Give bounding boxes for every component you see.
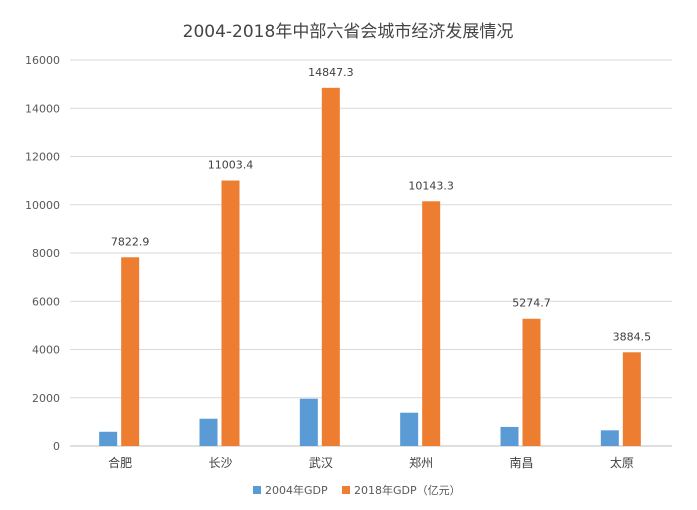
bar-2018 xyxy=(321,87,340,446)
x-category-label: 合肥 xyxy=(108,455,132,470)
bar-2004 xyxy=(400,412,419,446)
y-axis: 0 2000 4000 6000 8000 10000 12000 14000 16000 xyxy=(25,54,60,453)
bar-2004 xyxy=(199,418,218,446)
legend-swatch-2018 xyxy=(342,486,350,494)
x-category-label: 郑州 xyxy=(409,455,433,470)
data-label: 7822.9 xyxy=(111,235,150,248)
y-tick-label: 4000 xyxy=(32,344,60,357)
y-tick-label: 6000 xyxy=(32,295,60,308)
y-tick-label: 12000 xyxy=(25,151,60,164)
y-tick-label: 0 xyxy=(53,440,60,453)
bar-2018 xyxy=(422,201,441,446)
bar-2018 xyxy=(522,318,541,446)
chart-title: 2004-2018年中部六省会城市经济发展情况 xyxy=(183,22,514,42)
x-category-label: 南昌 xyxy=(509,455,533,470)
y-tick-label: 10000 xyxy=(25,199,60,212)
y-tick-label: 16000 xyxy=(25,54,60,67)
bar-2004 xyxy=(600,430,619,446)
data-label: 14847.3 xyxy=(308,66,354,79)
legend-label-2018: 2018年GDP（亿元） xyxy=(354,483,461,497)
bars: 7822.9 11003.4 14847.3 10143.3 5274.7 3884.5 xyxy=(99,66,651,446)
y-tick-label: 14000 xyxy=(25,102,60,115)
data-label: 3884.5 xyxy=(613,330,652,343)
legend-swatch-2004 xyxy=(253,486,261,494)
gridlines xyxy=(70,59,672,447)
y-tick-label: 2000 xyxy=(32,392,60,405)
bar-2004 xyxy=(500,426,519,446)
x-axis: 合肥 长沙 武汉 郑州 南昌 太原 xyxy=(108,455,634,470)
bar-2004 xyxy=(99,431,118,446)
bar-2018 xyxy=(622,352,641,446)
data-label: 11003.4 xyxy=(208,159,254,172)
data-label: 10143.3 xyxy=(408,179,454,192)
x-category-label: 长沙 xyxy=(208,456,232,470)
x-category-label: 武汉 xyxy=(309,456,333,470)
data-label: 5274.7 xyxy=(512,297,551,310)
bar-2018 xyxy=(221,180,240,446)
y-tick-label: 8000 xyxy=(32,247,60,260)
legend-label-2004: 2004年GDP xyxy=(265,483,328,497)
legend: 2004年GDP 2018年GDP（亿元） xyxy=(253,483,461,497)
x-category-label: 太原 xyxy=(610,455,634,470)
bar-2018 xyxy=(121,257,140,446)
bar-2004 xyxy=(299,398,318,446)
